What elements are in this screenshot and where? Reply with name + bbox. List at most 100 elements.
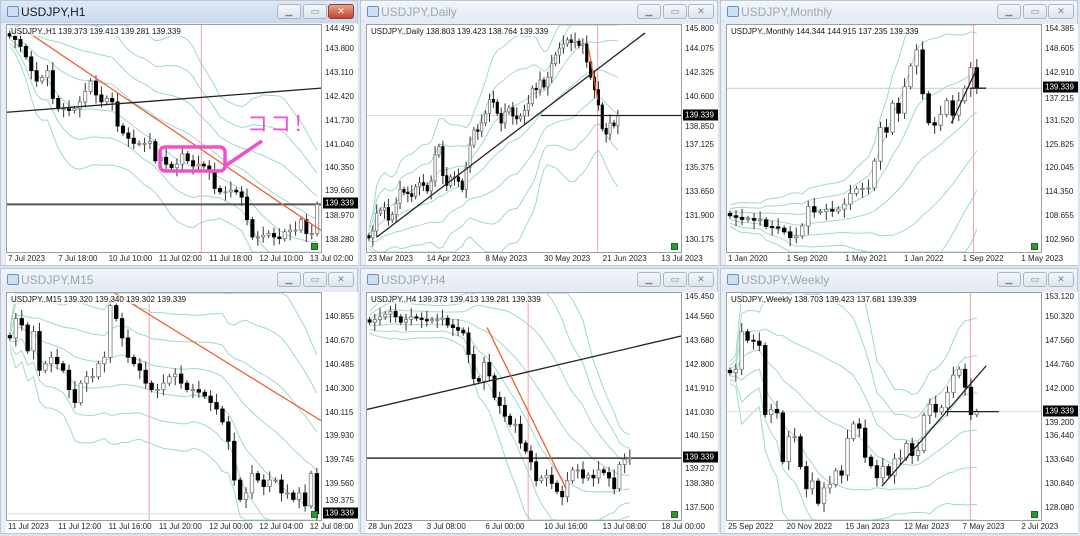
title-bar[interactable]: USDJPY,H4 ▁ ▭ ✕ <box>361 269 717 291</box>
candle <box>757 332 762 352</box>
maximize-button[interactable]: ▭ <box>663 272 687 287</box>
candle <box>119 312 125 347</box>
candle <box>390 211 394 223</box>
ohlc-header: USDJPY.,Weekly 138.703 139.423 137.681 1… <box>731 295 917 304</box>
ohlc-header: USDJPY.,H1 139.373 139.413 139.281 139.3… <box>11 27 181 36</box>
title-bar[interactable]: USDJPY,Weekly ▁ ▭ ✕ <box>721 269 1077 291</box>
maximize-button[interactable]: ▭ <box>303 4 327 19</box>
candle <box>277 228 282 245</box>
chart-window-icon <box>367 274 379 285</box>
candle <box>196 380 202 398</box>
candle <box>315 201 320 237</box>
candle <box>7 332 13 341</box>
trendline[interactable] <box>7 87 322 113</box>
time-tick-label: 15 Jan 2023 <box>845 522 890 531</box>
trendline[interactable] <box>367 335 682 411</box>
price-chart[interactable]: USDJPY.,Weekly 138.703 139.423 137.681 1… <box>726 292 1042 521</box>
minimize-button[interactable]: ▁ <box>277 4 301 19</box>
title-bar[interactable]: USDJPY,H1 ▁ ▭ ✕ <box>1 1 357 23</box>
candle <box>827 475 833 494</box>
candle <box>40 74 45 84</box>
candle <box>31 325 36 360</box>
chart-window-h4[interactable]: USDJPY,H4 ▁ ▭ ✕ USDJPY.,H4 139.373 139.4… <box>360 268 718 534</box>
chart-window-daily[interactable]: USDJPY,Daily ▁ ▭ ✕ USDJPY.,Daily 138.803… <box>360 0 718 266</box>
candle <box>404 313 408 331</box>
candle <box>554 52 558 67</box>
price-tick-label: 120.045 <box>1045 163 1074 173</box>
minimize-button[interactable]: ▁ <box>997 272 1021 287</box>
maximize-button[interactable]: ▭ <box>1023 4 1047 19</box>
close-button[interactable]: ✕ <box>688 272 714 287</box>
time-axis: 23 Mar 2023 14 Apr 2023 8 May 2023 30 May 2… <box>366 253 718 265</box>
time-tick-label: 3 Jul 08:00 <box>426 522 466 531</box>
minimize-button[interactable]: ▁ <box>277 272 301 287</box>
trendline[interactable] <box>114 293 322 422</box>
candle <box>550 54 554 83</box>
close-button[interactable]: ✕ <box>1048 4 1074 19</box>
candle <box>480 114 484 138</box>
time-tick-label: 13 Jul 2023 <box>661 254 703 263</box>
current-price-label: 139.339 <box>323 197 358 209</box>
close-button[interactable]: ✕ <box>328 4 354 19</box>
minimize-button[interactable]: ▁ <box>637 272 661 287</box>
time-tick-label: 11 Jul 12:00 <box>58 522 102 531</box>
chart-window-monthly[interactable]: USDJPY,Monthly ▁ ▭ ✕ USDJPY.,Monthly 144… <box>720 0 1078 266</box>
candle <box>968 378 974 421</box>
trendline[interactable] <box>587 46 599 100</box>
maximize-button[interactable]: ▭ <box>1023 272 1047 287</box>
bollinger-band-line <box>729 383 977 520</box>
candle <box>585 35 589 68</box>
price-chart[interactable]: USDJPY.,M15 139.320 139.340 139.302 139.… <box>6 292 322 521</box>
trendline[interactable] <box>25 30 322 232</box>
title-bar[interactable]: USDJPY,Daily ▁ ▭ ✕ <box>361 1 717 23</box>
close-button[interactable]: ✕ <box>688 4 714 19</box>
candle <box>131 129 136 150</box>
candle <box>810 472 815 495</box>
time-tick-label: 11 Jul 2023 <box>8 522 49 531</box>
candle <box>581 38 585 55</box>
price-chart[interactable]: USDJPY.,H1 139.373 139.413 139.281 139.3… <box>6 24 322 253</box>
candle <box>72 380 78 409</box>
candle <box>406 186 410 203</box>
candle <box>528 445 533 471</box>
current-price-label: 139.339 <box>683 109 718 121</box>
candle <box>61 103 66 118</box>
price-chart[interactable]: USDJPY.,Monthly 144.344 144.915 137.235 … <box>726 24 1042 253</box>
close-button[interactable]: ✕ <box>1048 272 1074 287</box>
chart-window-m15[interactable]: USDJPY,M15 ▁ ▭ ✕ USDJPY.,M15 139.320 139… <box>0 268 358 534</box>
candle <box>920 41 925 100</box>
trendline[interactable] <box>376 32 646 238</box>
candle <box>557 42 562 64</box>
price-tick-label: 136.440 <box>1045 431 1074 441</box>
price-chart[interactable]: USDJPY.,H4 139.373 139.413 139.281 139.3… <box>366 292 682 521</box>
price-tick-label: 140.115 <box>325 407 354 417</box>
title-bar[interactable]: USDJPY,Monthly ▁ ▭ ✕ <box>721 1 1077 23</box>
candle <box>751 334 756 350</box>
minimize-button[interactable]: ▁ <box>637 4 661 19</box>
time-axis: 28 Jun 2023 3 Jul 08:00 6 Jul 00:00 10 Jul … <box>366 521 718 533</box>
price-axis: 140.855 140.670 140.485 140.300 140.115 139.9… <box>322 292 358 521</box>
candle <box>288 224 293 241</box>
time-tick-label: 1 Sep 2022 <box>962 254 1004 263</box>
candle <box>43 360 48 374</box>
title-bar[interactable]: USDJPY,M15 ▁ ▭ ✕ <box>1 269 357 291</box>
chart-window-weekly[interactable]: USDJPY,Weekly ▁ ▭ ✕ USDJPY.,Weekly 138.7… <box>720 268 1078 534</box>
candle <box>839 465 844 484</box>
trendline[interactable] <box>486 327 567 489</box>
price-tick-label: 125.825 <box>1045 139 1074 149</box>
candle <box>214 393 219 415</box>
maximize-button[interactable]: ▭ <box>663 4 687 19</box>
price-chart[interactable]: USDJPY.,Daily 138.803 139.423 138.764 13… <box>366 24 682 253</box>
candle <box>492 373 497 401</box>
close-button[interactable]: ✕ <box>328 272 354 287</box>
maximize-button[interactable]: ▭ <box>303 272 327 287</box>
minimize-button[interactable]: ▁ <box>997 4 1021 19</box>
chart-window-h1[interactable]: USDJPY,H1 ▁ ▭ ✕ USDJPY.,H1 139.373 139.4… <box>0 0 358 266</box>
price-tick-label: 144.760 <box>1045 359 1074 369</box>
trendline[interactable] <box>950 68 978 124</box>
candlestick-chart <box>7 25 322 252</box>
price-tick-label: 140.300 <box>325 383 354 393</box>
candle <box>304 213 309 243</box>
trendline[interactable] <box>881 365 987 487</box>
candle <box>298 216 303 233</box>
